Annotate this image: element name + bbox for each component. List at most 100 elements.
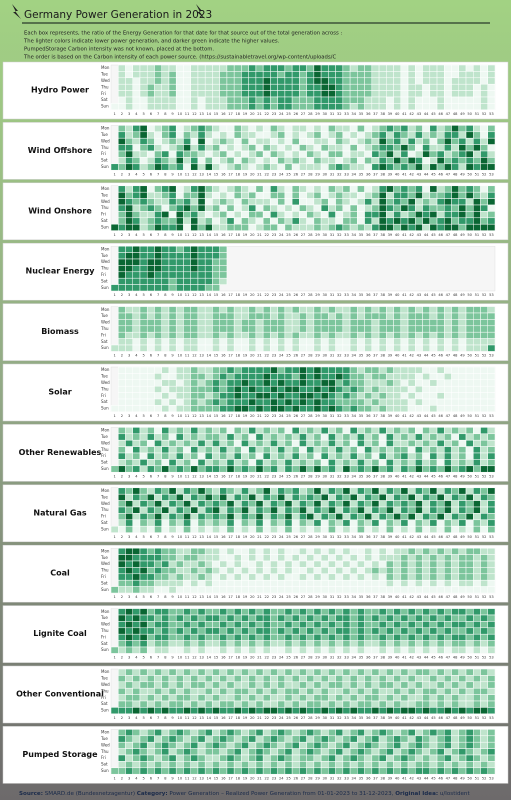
heat-cell: [487, 560, 496, 568]
heat-cell: [429, 560, 438, 568]
heat-cell: [226, 586, 235, 594]
heat-cell: [320, 487, 329, 495]
heat-cell: [320, 137, 329, 145]
heat-cell: [190, 373, 199, 381]
heat-cell: [364, 627, 373, 635]
heat-cell: [451, 500, 460, 508]
heat-cell: [255, 627, 264, 635]
week-label: 19: [243, 293, 248, 297]
heat-cell: [132, 103, 141, 111]
heat-cell: [154, 608, 162, 616]
heat-cell: [487, 586, 496, 594]
heat-cell: [415, 344, 423, 352]
heat-cell: [204, 252, 213, 260]
heat-cell: [204, 741, 213, 749]
heat-cell: [212, 487, 220, 495]
heat-cell: [117, 627, 126, 635]
week-label: 35: [359, 776, 364, 780]
heat-cell: [270, 675, 278, 683]
heat-cell: [415, 459, 423, 467]
heat-cell: [386, 754, 394, 762]
heat-cell: [328, 191, 336, 199]
heat-cell: [473, 675, 481, 683]
heat-cell: [328, 560, 336, 568]
heat-cell: [349, 633, 358, 641]
heat-cell: [415, 223, 423, 231]
heat-cell: [219, 373, 228, 381]
heat-cell: [233, 767, 242, 775]
heat-cell: [204, 379, 213, 387]
heat-cell: [422, 707, 431, 715]
heat-cell: [386, 392, 394, 400]
heat-cell: [386, 748, 394, 756]
week-label: 31: [330, 535, 335, 539]
heat-cell: [415, 373, 423, 381]
heat-cell: [378, 64, 387, 72]
week-label: 44: [424, 233, 429, 237]
heat-cell: [328, 83, 336, 91]
week-label: 5: [142, 474, 144, 478]
heat-cell: [241, 312, 249, 320]
heat-cell: [277, 767, 286, 775]
heat-cell: [197, 525, 206, 533]
heat-cell: [415, 71, 423, 79]
heat-cell: [248, 748, 257, 756]
heat-cell: [168, 439, 177, 447]
heat-cell: [378, 77, 387, 85]
heat-cell: [451, 567, 460, 575]
week-label: 45: [431, 656, 436, 660]
heat-cell: [161, 223, 170, 231]
heat-cell: [465, 754, 474, 762]
heat-cell: [444, 137, 452, 145]
heat-cell: [212, 306, 220, 314]
heat-cell: [342, 506, 351, 514]
heat-cell: [349, 77, 358, 85]
week-label: 40: [395, 656, 400, 660]
heat-cell: [270, 668, 278, 676]
heat-cell: [132, 77, 141, 85]
heat-cell: [262, 560, 271, 568]
heat-cell: [291, 144, 300, 152]
week-label: 35: [359, 474, 364, 478]
heat-cell: [364, 77, 373, 85]
day-label: Wed: [101, 78, 110, 83]
heat-cell: [204, 506, 213, 514]
heat-cell: [132, 608, 141, 616]
heat-cell: [429, 319, 438, 327]
heat-cell: [386, 567, 394, 575]
week-label: 35: [359, 293, 364, 297]
heat-cell: [197, 754, 206, 762]
heat-cell: [161, 640, 170, 648]
heat-cell: [422, 754, 431, 762]
heat-cell: [284, 729, 293, 737]
day-label: Tue: [100, 192, 108, 197]
heat-cell: [473, 446, 481, 454]
heat-cell: [183, 547, 191, 555]
heat-cell: [487, 640, 496, 648]
week-label: 32: [337, 474, 342, 478]
heat-cell: [429, 487, 438, 495]
heat-cell: [465, 586, 474, 594]
heat-cell: [313, 640, 322, 648]
week-label: 14: [207, 112, 212, 116]
heat-cell: [139, 277, 148, 285]
heat-cell: [204, 735, 213, 743]
heat-cell: [175, 157, 184, 165]
week-label: 25: [286, 595, 291, 599]
week-label: 18: [236, 656, 241, 660]
heat-cell: [400, 554, 409, 562]
footer: Source: SMARD.de (Bundesnetzagentur) Cat…: [19, 791, 470, 797]
heat-cell: [183, 331, 191, 339]
heat-cell: [299, 459, 307, 467]
heat-cell: [429, 427, 438, 435]
heat-cell: [407, 627, 416, 635]
heat-cell: [458, 96, 467, 104]
heat-cell: [161, 385, 170, 393]
week-label: 47: [446, 414, 451, 418]
heat-cell: [284, 405, 293, 413]
heat-cell: [212, 465, 220, 473]
heat-cell: [270, 96, 278, 104]
heat-cell: [146, 748, 155, 756]
heat-cell: [465, 131, 474, 139]
heat-cell: [204, 331, 213, 339]
